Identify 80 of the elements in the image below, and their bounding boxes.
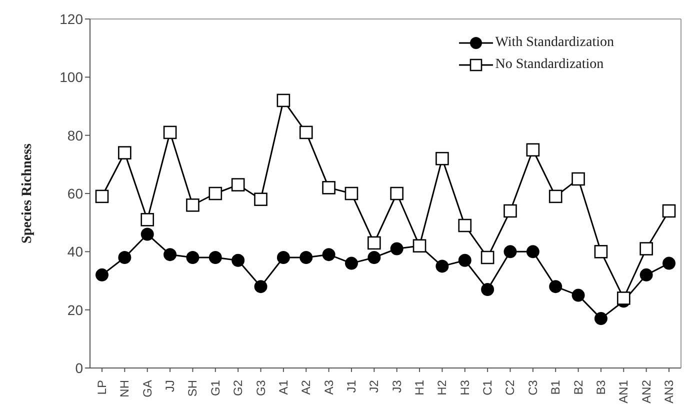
y-axis-title: Species Richness — [20, 142, 35, 244]
x-tick-label: B3 — [594, 380, 608, 395]
x-tick-label: H1 — [412, 380, 427, 396]
point — [504, 204, 517, 218]
x-tick-label: A3 — [322, 380, 336, 395]
x-tick-label: AN3 — [662, 380, 676, 404]
point — [299, 126, 313, 140]
y-tick-label: 0 — [75, 360, 84, 376]
point — [390, 242, 404, 256]
point — [344, 256, 358, 270]
point — [368, 250, 381, 264]
y-tick-label: 100 — [60, 69, 84, 86]
legend-label: With Standardization — [495, 35, 614, 51]
point — [96, 268, 108, 282]
x-tick-label: G1 — [208, 380, 222, 396]
point — [186, 198, 200, 212]
x-tick-label: J2 — [367, 380, 382, 393]
y-tick-label: 60 — [67, 185, 84, 202]
x-tick-label: B1 — [548, 380, 563, 395]
point — [526, 143, 540, 157]
point — [548, 190, 562, 204]
point — [526, 245, 540, 258]
point — [208, 186, 222, 200]
point — [504, 245, 517, 258]
point — [254, 280, 268, 294]
x-tick-label: C3 — [526, 380, 540, 396]
point — [616, 292, 630, 305]
point — [640, 268, 653, 282]
x-tick-label: G3 — [254, 380, 268, 396]
point — [322, 248, 336, 262]
y-tick-label: 40 — [67, 244, 84, 260]
x-tick-label: AN2 — [639, 380, 654, 404]
point — [594, 245, 608, 258]
x-tick-label: SH — [186, 380, 200, 397]
x-tick-label: C2 — [503, 380, 518, 396]
x-tick-label: J1 — [344, 380, 358, 393]
x-tick-label: B2 — [571, 380, 586, 395]
point — [662, 256, 676, 270]
x-tick-label: GA — [140, 380, 154, 398]
point — [572, 288, 585, 302]
point — [164, 248, 177, 262]
point — [481, 282, 494, 296]
point — [140, 228, 154, 241]
x-tick-label: A1 — [276, 380, 290, 395]
point — [163, 126, 177, 140]
y-tick-label: 20 — [67, 302, 84, 318]
x-tick-label: A2 — [299, 380, 314, 395]
point — [594, 312, 608, 326]
x-tick-label: H2 — [435, 380, 450, 396]
x-tick-label: J3 — [390, 380, 404, 393]
point — [186, 250, 200, 264]
x-tick-label: H3 — [458, 380, 472, 396]
x-tick-label: NH — [118, 380, 132, 398]
point — [276, 94, 290, 108]
point — [300, 250, 313, 264]
x-tick-label: G2 — [231, 380, 246, 396]
point — [436, 260, 449, 273]
point — [344, 186, 358, 200]
point — [276, 250, 290, 264]
point — [231, 178, 245, 192]
point — [549, 280, 562, 294]
point — [436, 152, 449, 166]
x-tick-label: C1 — [480, 380, 495, 396]
point — [662, 204, 676, 218]
point — [232, 254, 245, 267]
legend-label: No Standardization — [495, 57, 604, 73]
point — [95, 190, 109, 204]
point — [458, 218, 472, 232]
x-tick-label: JJ — [163, 380, 178, 392]
point — [480, 250, 494, 264]
x-tick-label: AN1 — [616, 380, 631, 404]
point — [208, 250, 222, 264]
point — [458, 254, 472, 267]
x-tick-label: LP — [95, 380, 109, 395]
point — [572, 172, 585, 186]
y-tick-label: 80 — [67, 127, 84, 144]
point — [118, 250, 132, 264]
point — [368, 236, 381, 250]
point — [390, 186, 404, 200]
y-tick-label: 120 — [60, 10, 84, 27]
